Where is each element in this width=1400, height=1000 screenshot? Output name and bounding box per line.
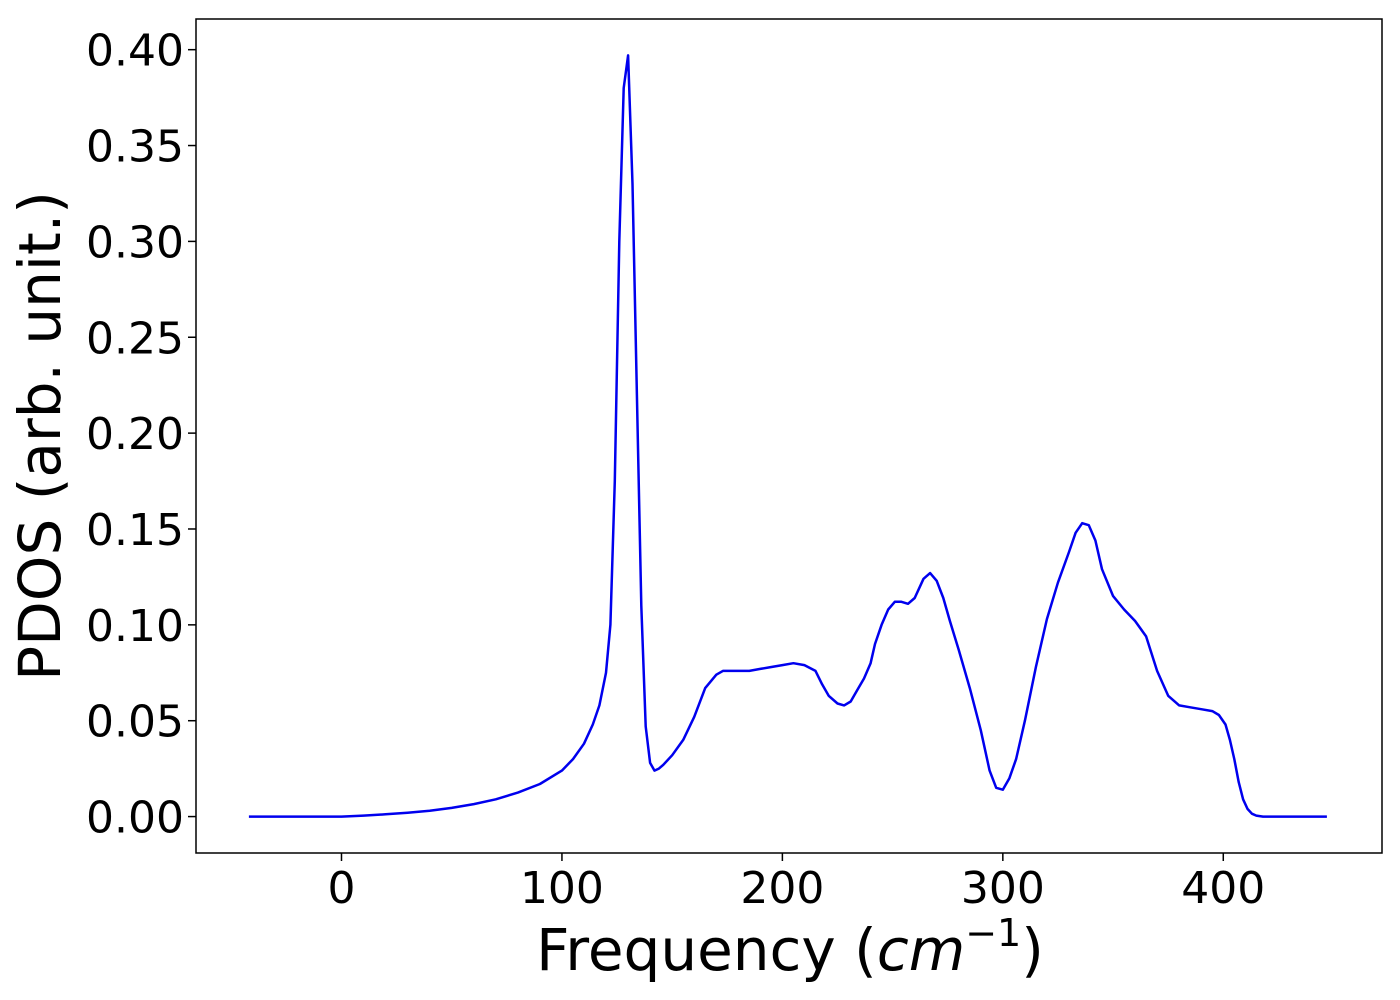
plot-area: [195, 18, 1383, 854]
y-tick-label: 0.05: [86, 697, 184, 748]
x-tick-label: 0: [327, 863, 355, 914]
y-tick-label: 0.25: [86, 313, 184, 364]
y-axis-ticks: 0.00 0.05 0.10 0.15 0.20 0.25 0.30 0.35 0.40: [86, 26, 196, 844]
x-axis-label-main: Frequency (: [536, 916, 877, 984]
x-tick-label: 300: [961, 863, 1045, 914]
y-tick-label: 0.40: [86, 26, 184, 77]
pdos-series-line: [248, 54, 1327, 818]
y-tick-label: 0.00: [86, 793, 184, 844]
x-tick-label: 400: [1181, 863, 1265, 914]
x-axis-label-exponent: −1: [965, 911, 1021, 955]
y-tick-label: 0.30: [86, 217, 184, 268]
y-tick-label: 0.20: [86, 409, 184, 460]
x-tick-label: 200: [740, 863, 824, 914]
y-tick-label: 0.10: [86, 601, 184, 652]
x-tick-label: 100: [520, 863, 604, 914]
y-tick-label: 0.35: [86, 122, 184, 173]
x-axis-label-unit: cm: [877, 916, 965, 984]
y-tick-label: 0.15: [86, 505, 184, 556]
x-axis-ticks: 0 100 200 300 400: [327, 853, 1265, 914]
y-axis-label: PDOS (arb. unit.): [6, 191, 74, 681]
x-axis-label: Frequency (cm−1): [536, 911, 1044, 984]
x-axis-label-close: ): [1021, 916, 1044, 984]
series-layer: [248, 54, 1327, 818]
